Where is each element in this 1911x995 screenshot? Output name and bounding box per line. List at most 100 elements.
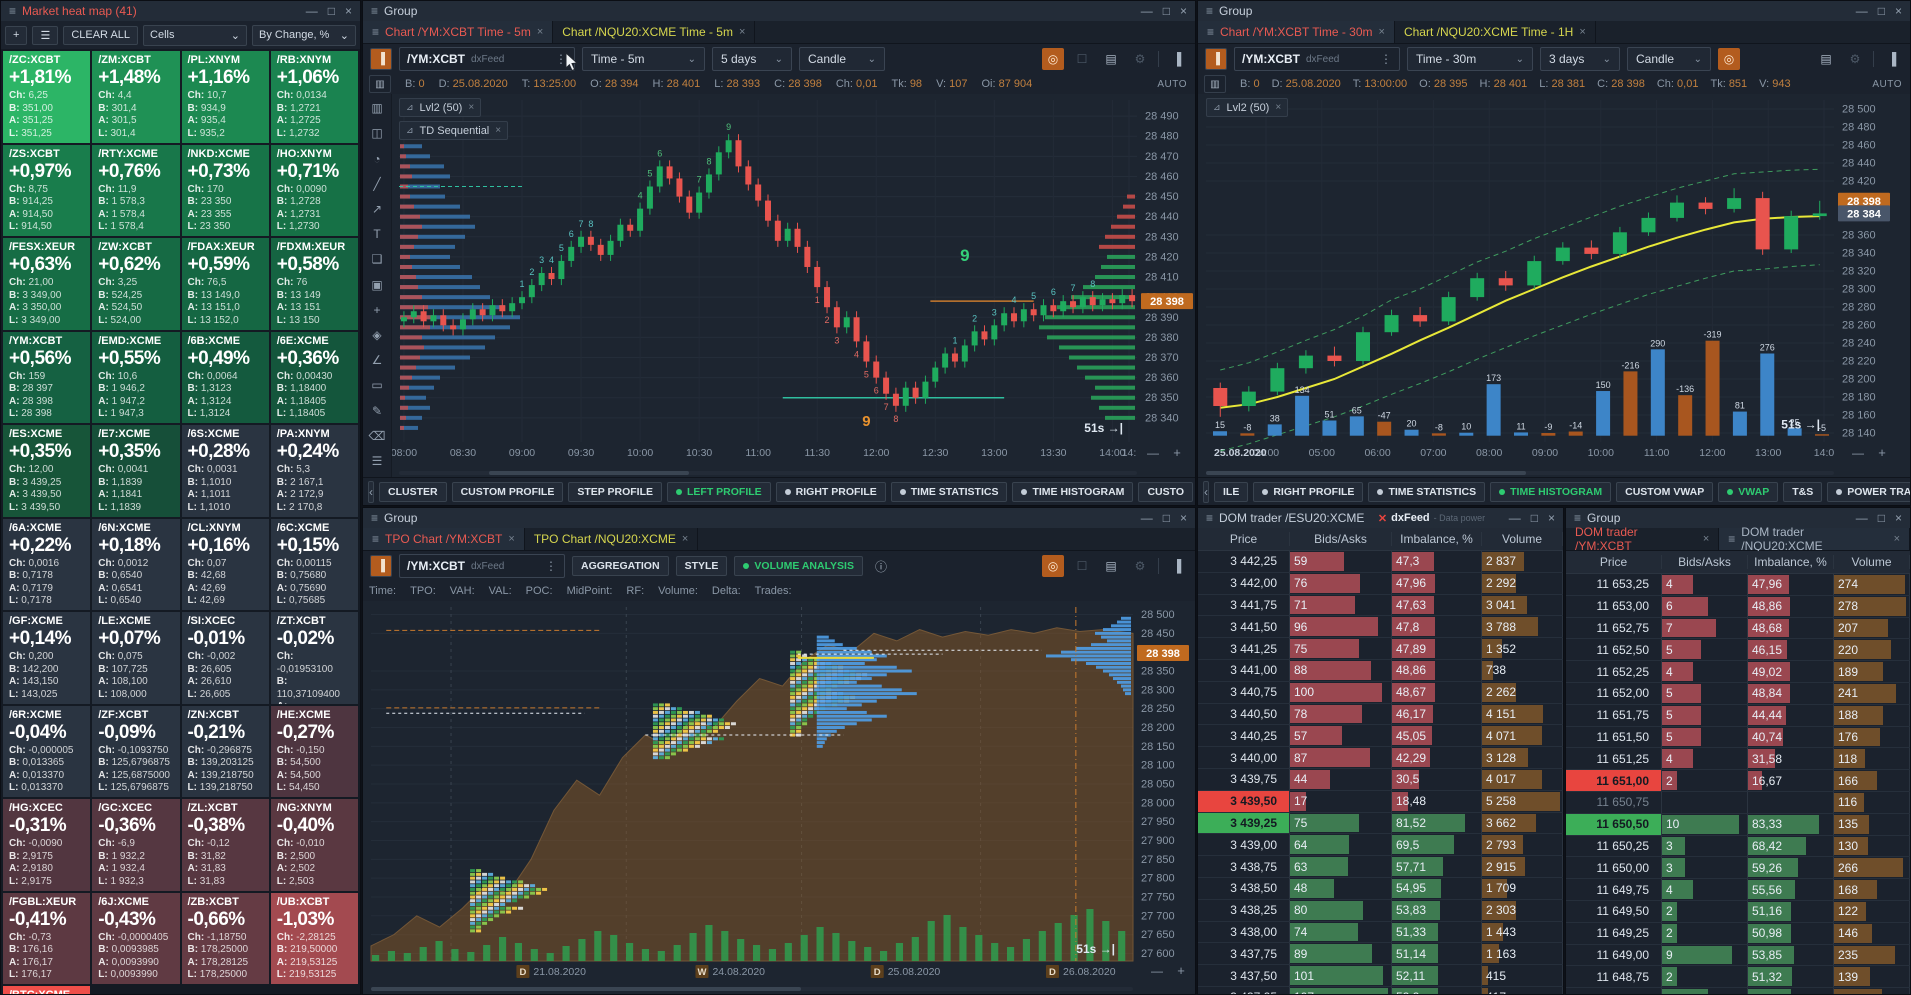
price-cell[interactable]: 3 438,50	[1198, 877, 1290, 899]
bids-asks-cell[interactable]: 2	[1662, 770, 1748, 791]
layers-icon[interactable]: ◫	[371, 126, 383, 141]
profile-button-custom-profile[interactable]: CUSTOM PROFILE	[451, 481, 564, 502]
imbalance-cell[interactable]: 51,14	[1392, 943, 1482, 965]
settings-gear-icon[interactable]: ⚙	[1134, 52, 1146, 66]
dom-price-row[interactable]: 11 652,50 5 46,15 220	[1566, 639, 1910, 662]
bids-asks-cell[interactable]: 63	[1290, 856, 1392, 877]
sidebar-toggle-icon[interactable]: ▐	[1172, 559, 1182, 573]
dom-price-row[interactable]: 11 648,75 2 51,32 139	[1566, 966, 1910, 989]
bids-asks-cell[interactable]: 76	[1290, 572, 1392, 594]
panel-toggle-button[interactable]: ▐	[370, 48, 392, 70]
volume-cell[interactable]: 2 915	[1482, 856, 1563, 877]
dom-price-row[interactable]: 3 442,25 59 47,3 2 837	[1198, 551, 1563, 573]
clear-all-button[interactable]: CLEAR ALL	[63, 25, 139, 45]
bids-asks-cell[interactable]	[1662, 791, 1748, 813]
profile-button-ile[interactable]: ILE	[1214, 481, 1249, 502]
imbalance-cell[interactable]: 55,56	[1748, 879, 1834, 900]
range-dropdown[interactable]: 5 days ⌄	[712, 47, 792, 71]
imbalance-cell[interactable]: 16,67	[1748, 770, 1834, 791]
imbalance-cell[interactable]: 48,67	[1392, 681, 1482, 703]
imbalance-cell[interactable]: 50,98	[1748, 922, 1834, 944]
menu-icon[interactable]: ≡	[1206, 4, 1214, 18]
price-cell[interactable]: 3 440,00	[1198, 747, 1290, 768]
price-cell[interactable]: 3 440,50	[1198, 703, 1290, 725]
heatmap-cell[interactable]: /HO:XNYM +0,71% Ch: 0,0090 B: 1,2728 A: 1,27…	[270, 144, 358, 236]
imbalance-cell[interactable]: 49,02	[1748, 661, 1834, 682]
maximize-button[interactable]: □	[1877, 4, 1885, 18]
dom-price-row[interactable]: 11 653,25 4 47,96 274	[1566, 574, 1910, 596]
view-options-button[interactable]: ☰	[32, 25, 59, 45]
price-cell[interactable]: 3 439,75	[1198, 768, 1290, 790]
tab-close-icon[interactable]: ×	[1579, 26, 1586, 38]
price-cell[interactable]: 3 438,75	[1198, 856, 1290, 877]
add-symbol-button[interactable]: +	[5, 25, 28, 45]
symbol-input[interactable]: /YM:XCBT dxFeed ⋮	[399, 554, 565, 578]
heatmap-cell[interactable]: /6B:XCME +0,49% Ch: 0,0064 B: 1,3123 A: 1,31…	[181, 331, 269, 423]
tab-menu-icon[interactable]: ≡	[372, 532, 380, 546]
heatmap-cell[interactable]: /ZM:XCBT +1,48% Ch: 4,4 B: 301,4 A: 301,5 L: …	[92, 51, 180, 143]
bids-asks-cell[interactable]: 74	[1290, 921, 1392, 943]
settings-gear-icon[interactable]: ⚙	[1134, 559, 1146, 573]
volume-cell[interactable]: 274	[1834, 574, 1910, 595]
timeframe-dropdown[interactable]: Time - 30m ⌄	[1407, 47, 1533, 71]
volume-cell[interactable]: 146	[1834, 922, 1910, 944]
bids-asks-cell[interactable]: 75	[1290, 812, 1392, 834]
heatmap-cell[interactable]: /6J:XCME -0,43% Ch: -0,0000405 B: 0,0093985…	[92, 892, 180, 984]
imbalance-cell[interactable]: 46,15	[1748, 639, 1834, 661]
heatmap-cell[interactable]: /ZB:XCBT -0,66% Ch: -1,18750 B: 178,25000 A:…	[181, 892, 269, 984]
bids-asks-cell[interactable]: 57	[1290, 725, 1392, 747]
ghost-trading-icon[interactable]: ☐	[1076, 52, 1088, 66]
imbalance-cell[interactable]: 45,05	[1392, 725, 1482, 747]
imbalance-cell[interactable]: 47,96	[1392, 572, 1482, 594]
bids-asks-cell[interactable]: 5	[1662, 726, 1748, 748]
close-button[interactable]: ×	[1179, 4, 1187, 18]
eyedropper-icon[interactable]: ◈	[372, 327, 382, 342]
imbalance-cell[interactable]: 47,63	[1392, 594, 1482, 616]
price-cell[interactable]: 3 441,50	[1198, 616, 1290, 638]
price-cell[interactable]: 3 438,25	[1198, 899, 1290, 921]
imbalance-cell[interactable]: 47,89	[1392, 638, 1482, 659]
tab-tpo-chart-nqu20-xcme[interactable]: TPO Chart /NQU20:XCME ×	[525, 528, 699, 550]
tab-close-icon[interactable]: ×	[508, 533, 515, 545]
volume-cell[interactable]: 2 303	[1482, 899, 1563, 921]
tab-close-icon[interactable]: ×	[536, 26, 544, 38]
imbalance-cell[interactable]: 18,48	[1392, 790, 1482, 812]
chart-scrollbar[interactable]	[489, 471, 689, 475]
dom-price-row[interactable]: 11 649,25 2 50,98 146	[1566, 922, 1910, 945]
panel-toggle-button[interactable]: ▐	[1205, 48, 1227, 70]
imbalance-cell[interactable]: 47,8	[1392, 616, 1482, 638]
price-cell[interactable]: 11 649,75	[1566, 879, 1662, 900]
sidebar-toggle-icon[interactable]: ▐	[1887, 52, 1897, 66]
price-cell[interactable]: 11 650,25	[1566, 835, 1662, 857]
volume-cell[interactable]: 2 837	[1482, 551, 1563, 572]
heatmap-cell[interactable]: /HE:XCME -0,27% Ch: -0,150 B: 54,500 A: 54,5…	[270, 705, 358, 797]
menu-icon[interactable]: ≡	[371, 4, 379, 18]
maximize-button[interactable]: □	[1162, 511, 1170, 525]
tab-dom-trader-ym-xcbt[interactable]: DOM trader /YM:XCBT ×	[1566, 525, 1720, 553]
bids-asks-cell[interactable]: 4	[1662, 574, 1748, 595]
heatmap-cell[interactable]: /ZW:XCBT +0,62% Ch: 3,25 B: 524,25 A: 524,50…	[92, 238, 180, 330]
bids-asks-cell[interactable]: 4	[1662, 879, 1748, 900]
heatmap-cell[interactable]: /ZN:XCBT -0,21% Ch: -0,296875 B: 139,203125…	[181, 705, 269, 797]
volume-cell[interactable]: 235	[1834, 944, 1910, 966]
bids-asks-cell[interactable]: 96	[1290, 616, 1392, 638]
heatmap-cell[interactable]: /ZF:XCBT -0,09% Ch: -0,1093750 B: 125,67968…	[92, 705, 180, 797]
profile-button-power-trad[interactable]: POWER TRAD	[1827, 481, 1910, 502]
volume-cell[interactable]: 220	[1834, 639, 1910, 661]
bids-asks-cell[interactable]: 6	[1662, 595, 1748, 617]
alert-icon[interactable]: ◔	[373, 151, 381, 166]
dom-price-row[interactable]: 11 651,25 4 31,58 118	[1566, 748, 1910, 771]
price-cell[interactable]: 11 653,25	[1566, 574, 1662, 595]
profile-button-custom-vwap[interactable]: CUSTOM VWAP	[1616, 481, 1714, 502]
tab-close-icon[interactable]: ×	[1378, 26, 1385, 38]
imbalance-cell[interactable]: 57,71	[1392, 856, 1482, 877]
dom-price-row[interactable]: 11 649,75 4 55,56 168	[1566, 879, 1910, 901]
chart-type-icon[interactable]: ▥	[371, 101, 383, 116]
heatmap-cell[interactable]: /FESX:XEUR +0,63% Ch: 21,00 B: 3 349,00 A: 3…	[3, 238, 91, 330]
bids-asks-cell[interactable]: 2	[1662, 900, 1748, 922]
imbalance-cell[interactable]: 52,2	[1392, 986, 1482, 994]
close-button[interactable]: ×	[1894, 511, 1902, 525]
minimize-button[interactable]: —	[305, 4, 318, 18]
heatmap-cell[interactable]: /6N:XCME +0,18% Ch: 0,0012 B: 0,6540 A: 0,65…	[92, 518, 180, 610]
indicator-close-icon[interactable]: ×	[1275, 102, 1282, 113]
